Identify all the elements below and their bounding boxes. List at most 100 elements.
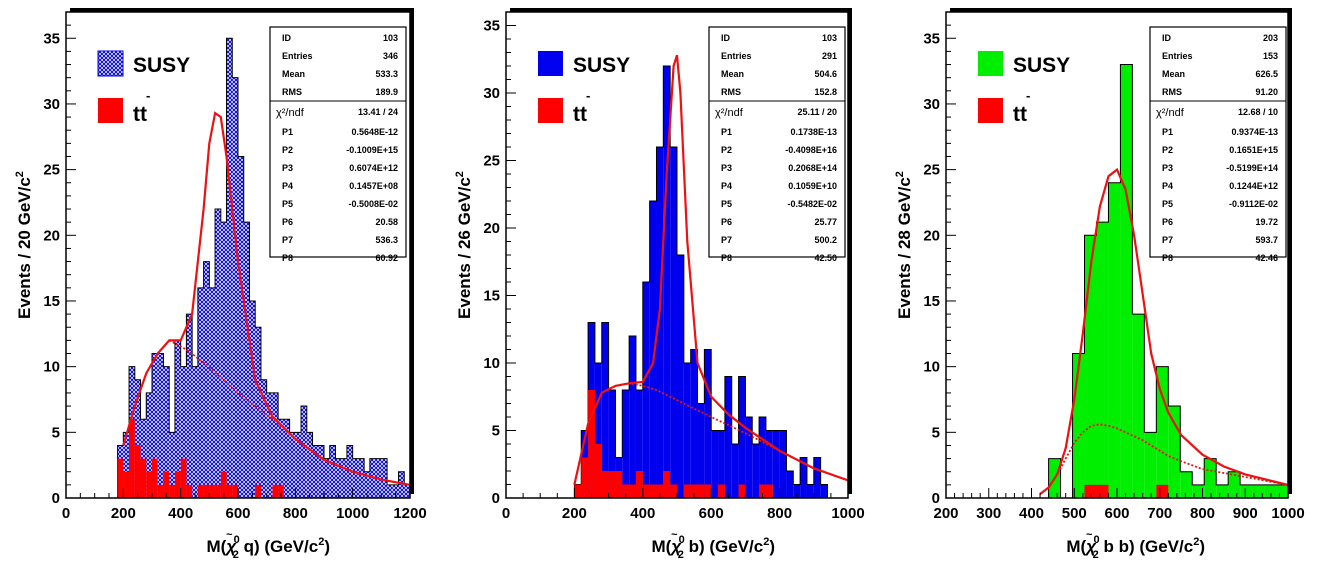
y-axis-label: Events / 20 GeV/c2: [14, 171, 34, 319]
ttbar-bin: [255, 484, 261, 498]
susy-bin: [192, 366, 198, 498]
param-value: 60.92: [375, 253, 398, 263]
susy-bin: [820, 484, 828, 498]
ttbar-bin: [209, 484, 216, 498]
param-value: 25.77: [814, 217, 837, 227]
susy-bin: [642, 282, 650, 498]
ttbar-bin: [629, 484, 636, 498]
susy-bin: [197, 287, 204, 498]
ttbar-bin: [574, 484, 582, 498]
susy-bin: [1264, 484, 1277, 498]
susy-bin: [243, 222, 250, 498]
susy-bin: [1132, 314, 1145, 498]
param-value: 0.1738E-13: [790, 127, 837, 137]
param-value: 0.1244E+12: [1229, 181, 1278, 191]
stats-value: 103: [822, 33, 837, 43]
susy-bin: [765, 430, 773, 498]
susy-bin: [146, 392, 152, 498]
susy-bin: [745, 417, 753, 498]
susy-bin: [249, 300, 256, 498]
y-tick-label: 25: [483, 153, 500, 170]
ttbar-histogram: [1084, 484, 1169, 498]
y-tick-label: 15: [43, 293, 60, 310]
legend-label-susy: SUSY: [573, 54, 630, 77]
susy-bin: [738, 376, 746, 498]
stats-label: RMS: [721, 87, 741, 97]
susy-bin: [649, 201, 657, 498]
ttbar-bin: [649, 484, 657, 498]
chi2-label: χ²/ndf: [715, 107, 744, 119]
y-tick-label: 15: [923, 293, 940, 310]
ttbar-bin: [123, 471, 130, 498]
susy-bin: [670, 147, 677, 498]
legend-label-susy: SUSY: [133, 54, 190, 77]
param-label: P6: [282, 217, 293, 227]
param-label: P3: [1162, 163, 1173, 173]
susy-bin: [1276, 484, 1288, 498]
y-tick-label: 10: [43, 359, 60, 376]
susy-bin: [352, 458, 359, 498]
param-value: 0.1059E+10: [788, 181, 837, 191]
param-label: P8: [1162, 253, 1173, 263]
susy-bin: [1108, 182, 1121, 498]
param-value: 0.1651E+15: [1229, 145, 1278, 155]
susy-bin: [392, 484, 399, 498]
y-tick-label: 25: [43, 162, 60, 179]
ttbar-histogram: [117, 419, 284, 498]
ttbar-bin: [129, 419, 135, 498]
y-tick-label: 20: [483, 220, 500, 237]
susy-bin: [209, 287, 216, 498]
susy-bin: [1120, 64, 1133, 499]
legend-swatch-susy: [978, 51, 1003, 76]
susy-bin: [358, 458, 365, 498]
susy-bin: [635, 390, 643, 498]
param-label: P2: [282, 145, 293, 155]
param-label: P7: [282, 235, 293, 245]
susy-bin: [752, 444, 760, 498]
param-label: P7: [721, 235, 732, 245]
ttbar-bin: [594, 444, 602, 498]
legend-swatch-susy: [97, 50, 124, 77]
stats-box-frame: [269, 26, 407, 258]
susy-bin: [779, 430, 787, 498]
susy-bin: [697, 403, 705, 498]
stats-label: Mean: [282, 69, 305, 79]
stats-label: ID: [721, 33, 731, 43]
ttbar-bin: [203, 484, 210, 498]
chi2-value: 13.41 / 24: [358, 107, 398, 117]
legend-ttbar-bar: -: [586, 88, 590, 103]
ttbar-bin: [765, 484, 773, 498]
param-value: 0.5648E-12: [351, 127, 398, 137]
x-tick-label: 0: [62, 505, 70, 522]
legend-swatch-ttbar: [538, 98, 563, 123]
x-tick-label: 200: [111, 505, 136, 522]
susy-bin: [157, 353, 164, 498]
ttbar-bin: [738, 484, 746, 498]
param-label: P4: [282, 181, 293, 191]
x-tick-label: 200: [933, 505, 958, 522]
x-axis-label: M(χ~0 2 b) (GeV/c2): [652, 529, 776, 561]
y-tick-label: 30: [923, 96, 940, 113]
susy-bin: [1156, 366, 1169, 498]
ttbar-bin: [642, 484, 650, 498]
histogram-panel-2: 0 5 10 15 20 25 30 35 0 200 400 600 800 1000 Events / …: [454, 8, 865, 561]
ttbar-bin: [759, 484, 766, 498]
stats-box: ID 103 Entries 346 Mean 533.3 RMS 189.9 χ²/ndf 13…: [269, 26, 407, 263]
susy-bin: [1072, 353, 1085, 498]
ttbar-bin: [186, 484, 193, 498]
chi2-value: 12.68 / 10: [1238, 107, 1278, 117]
ttbar-bin: [670, 484, 677, 498]
susy-bin: [704, 349, 712, 498]
ttbar-bin: [704, 484, 712, 498]
susy-bin: [272, 392, 279, 498]
stats-box-frame: [1149, 26, 1287, 258]
x-tick-label: 500: [1062, 505, 1087, 522]
ttbar-bin: [1096, 484, 1109, 498]
legend-label-ttbar: tt: [1013, 103, 1027, 126]
susy-bin: [220, 222, 227, 498]
susy-histogram: [117, 38, 410, 499]
susy-bin: [266, 392, 273, 498]
ttbar-bin: [615, 471, 623, 498]
param-value: -0.1009E+15: [346, 145, 398, 155]
ttbar-bin: [272, 484, 279, 498]
